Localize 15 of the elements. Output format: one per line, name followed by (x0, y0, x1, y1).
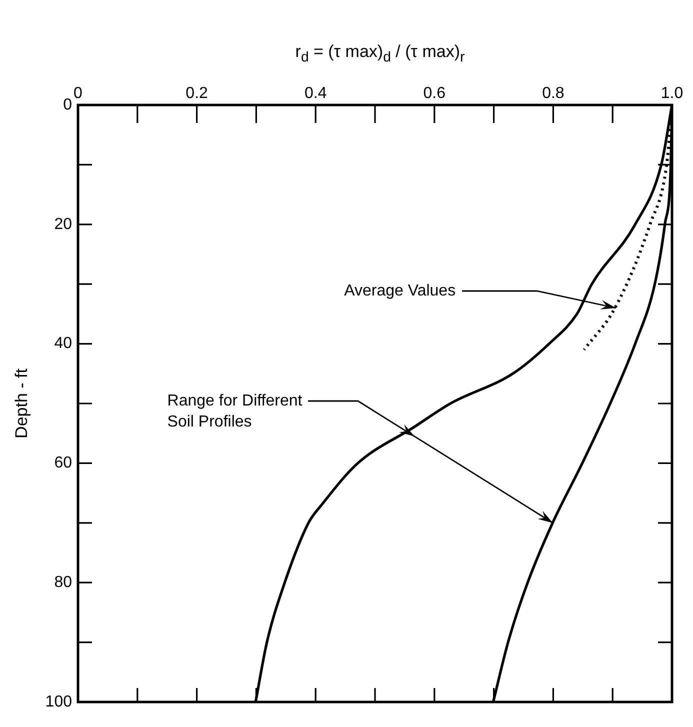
x-tick-label: 0.2 (186, 84, 208, 102)
y-tick-label: 40 (54, 335, 72, 352)
y-tick-label: 80 (54, 574, 72, 592)
y-tick-label: 60 (54, 454, 72, 472)
y-tick-label: 0 (63, 96, 72, 114)
y-axis-title: Depth - ft (12, 368, 31, 438)
x-tick-label: 0.4 (304, 84, 327, 102)
x-tick-label: 0.8 (542, 84, 564, 102)
x-tick-label: 0.6 (423, 84, 446, 102)
x-axis-title: r$_{d}$ = (τ max)$_{d}$ / (τ max)$_{r}$ (294, 42, 466, 66)
annotation: Range for Different Soil Profiles (167, 392, 303, 430)
y-tick-label: 100 (45, 693, 72, 710)
annotation: Average Values (344, 282, 456, 300)
y-tick-label: 20 (54, 216, 72, 233)
x-tick-label: 1.0 (660, 84, 684, 102)
